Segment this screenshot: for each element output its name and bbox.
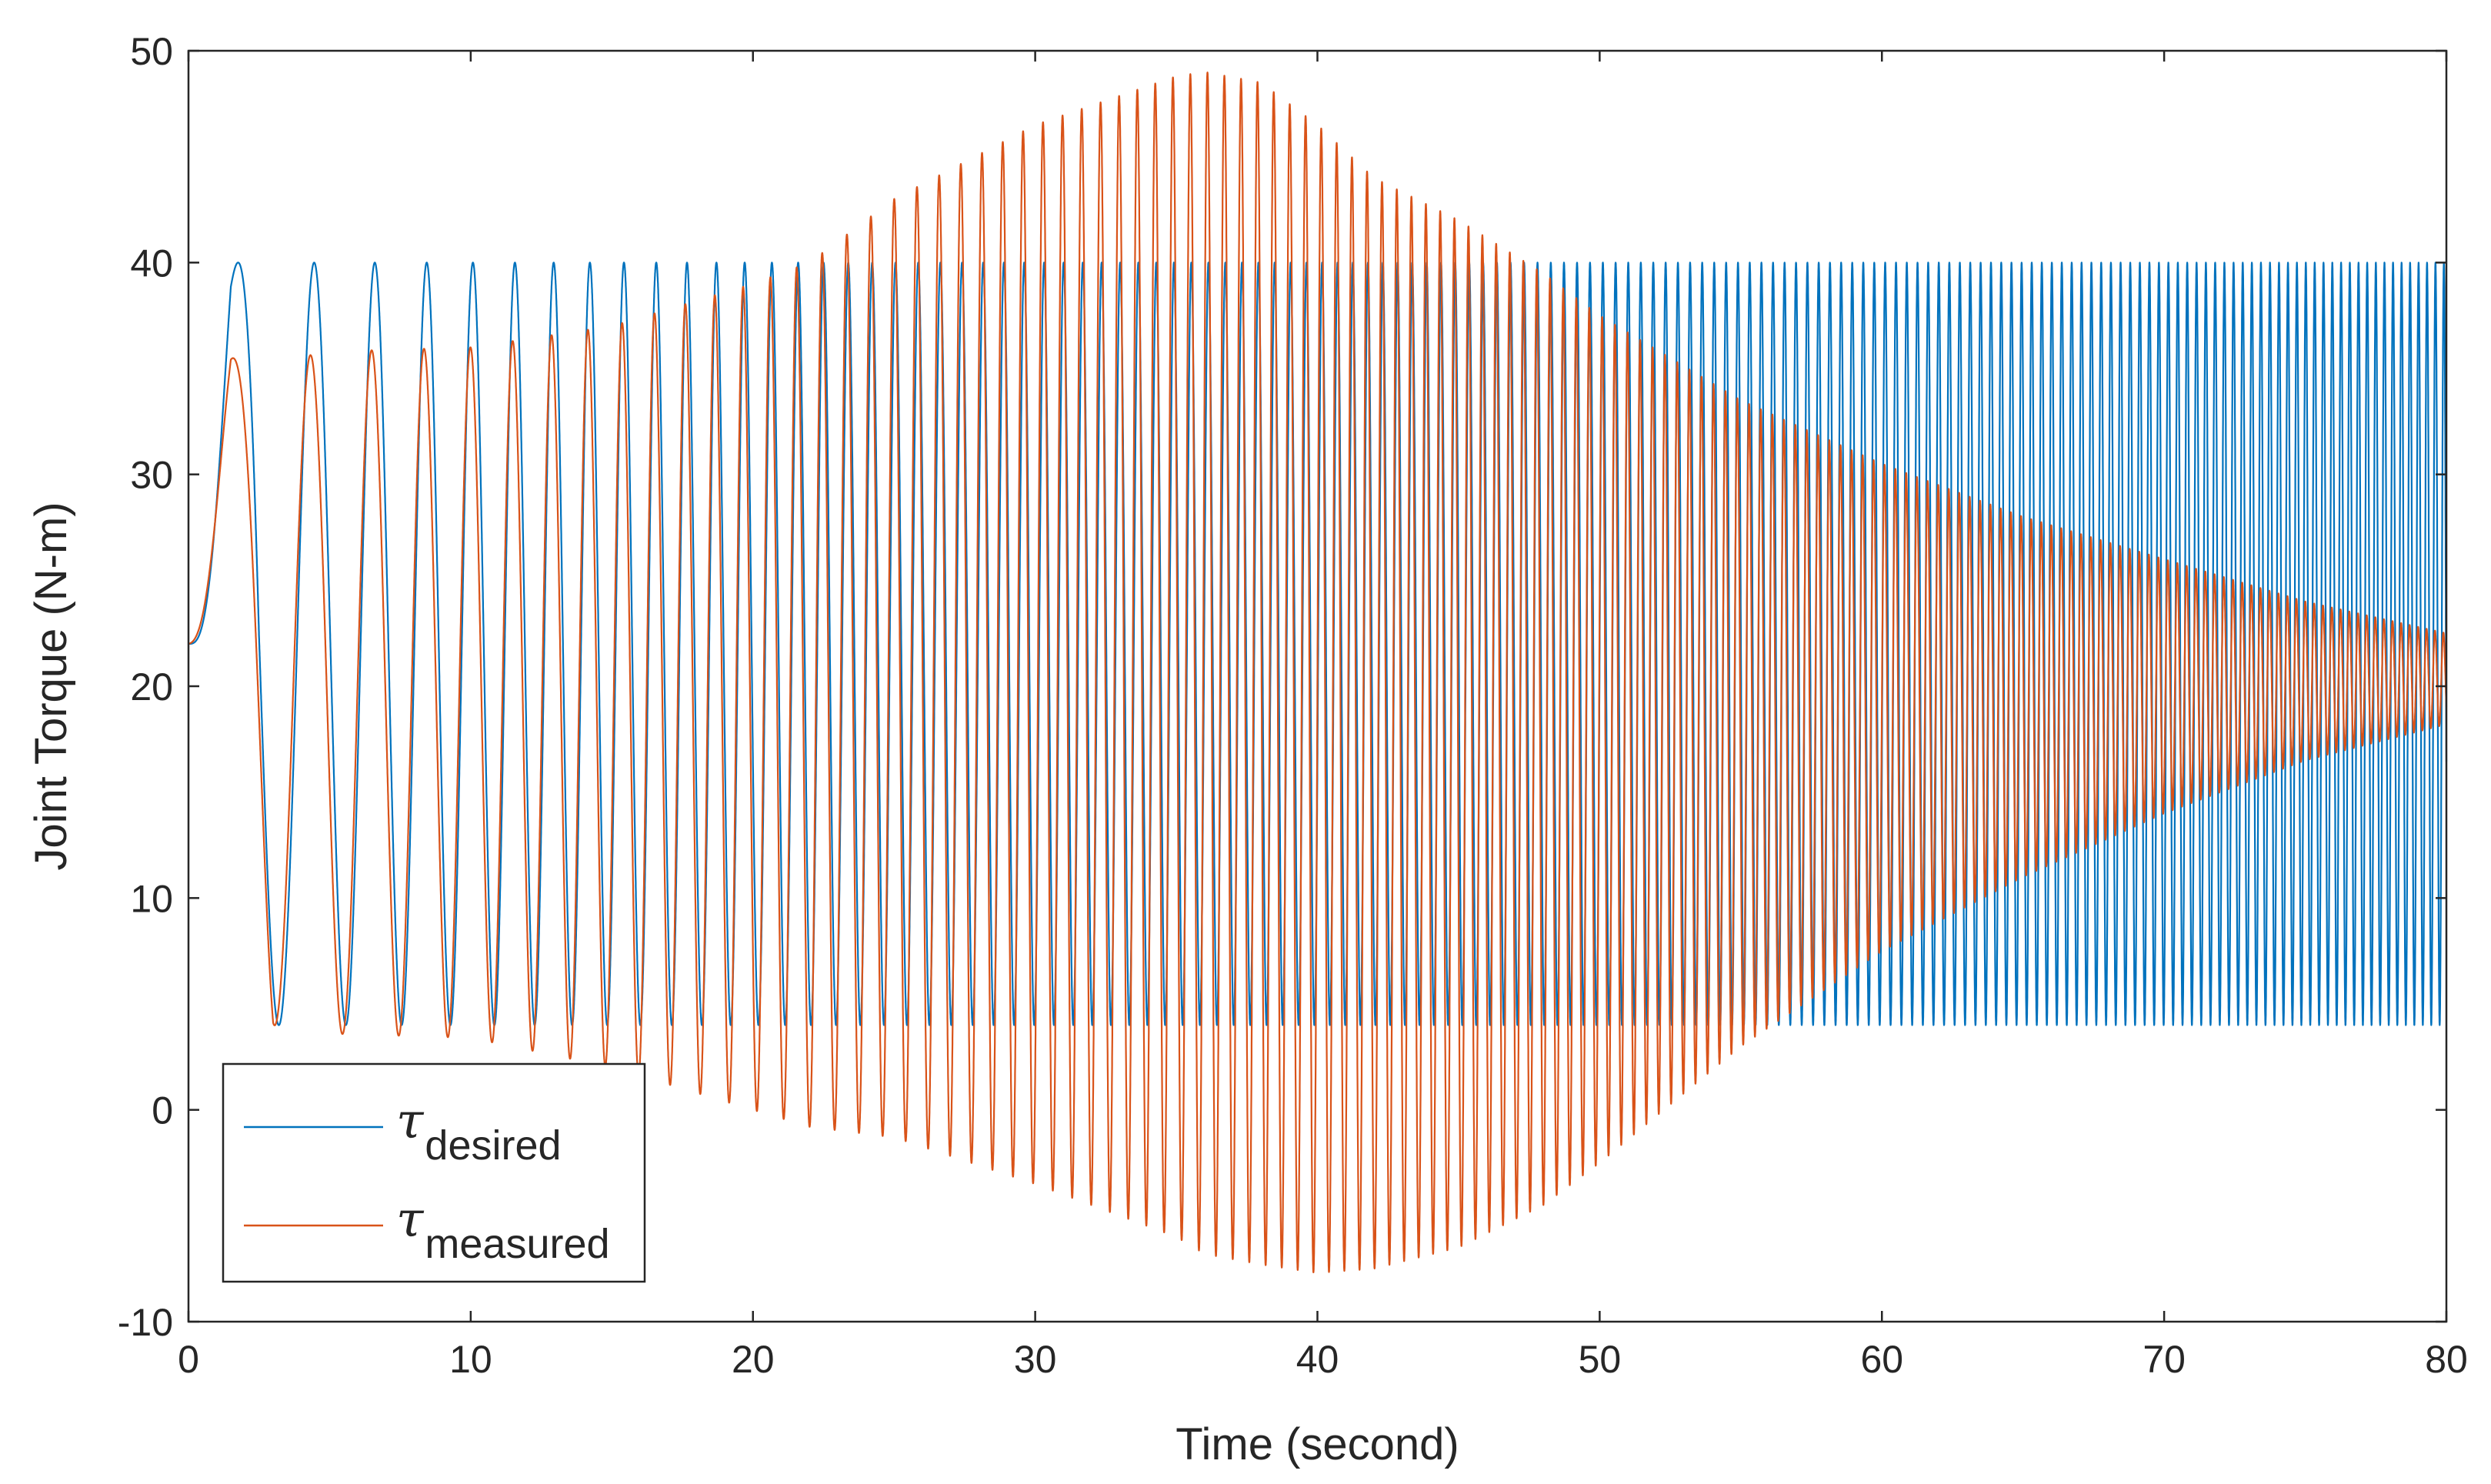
legend-subscript: measured [425, 1221, 609, 1267]
y-tick-label: 20 [130, 665, 173, 709]
tau-symbol: τ [396, 1192, 425, 1249]
y-tick-label: -10 [118, 1301, 173, 1344]
tau-symbol: τ [396, 1093, 425, 1150]
y-axis-ticks: -10 0 10 20 30 40 50 [118, 30, 2446, 1344]
legend-entry-measured: τmeasured [396, 1192, 610, 1267]
y-tick-label: 50 [130, 30, 173, 73]
y-tick-label: 10 [130, 877, 173, 920]
y-tick-label: 0 [152, 1089, 173, 1132]
x-tick-label: 30 [1014, 1338, 1057, 1381]
y-axis-label: Joint Torque (N-m) [26, 502, 76, 870]
x-tick-label: 80 [2425, 1338, 2468, 1381]
x-axis-ticks: 0 10 20 30 40 50 60 70 80 [178, 51, 2468, 1381]
y-tick-label: 40 [130, 242, 173, 285]
legend-box [222, 1062, 646, 1283]
x-tick-label: 20 [732, 1338, 775, 1381]
x-tick-label: 40 [1296, 1338, 1339, 1381]
x-tick-label: 70 [2143, 1338, 2186, 1381]
plot-series [188, 72, 2448, 1273]
x-tick-label: 50 [1579, 1338, 1622, 1381]
x-tick-label: 10 [449, 1338, 492, 1381]
series-line-measured [188, 72, 2448, 1273]
legend-subscript: desired [425, 1122, 561, 1169]
x-tick-label: 60 [1860, 1338, 1903, 1381]
x-axis-label: Time (second) [1175, 1419, 1459, 1469]
legend-entry-desired: τdesired [396, 1093, 562, 1169]
y-tick-label: 30 [130, 454, 173, 497]
x-tick-label: 0 [178, 1338, 199, 1381]
